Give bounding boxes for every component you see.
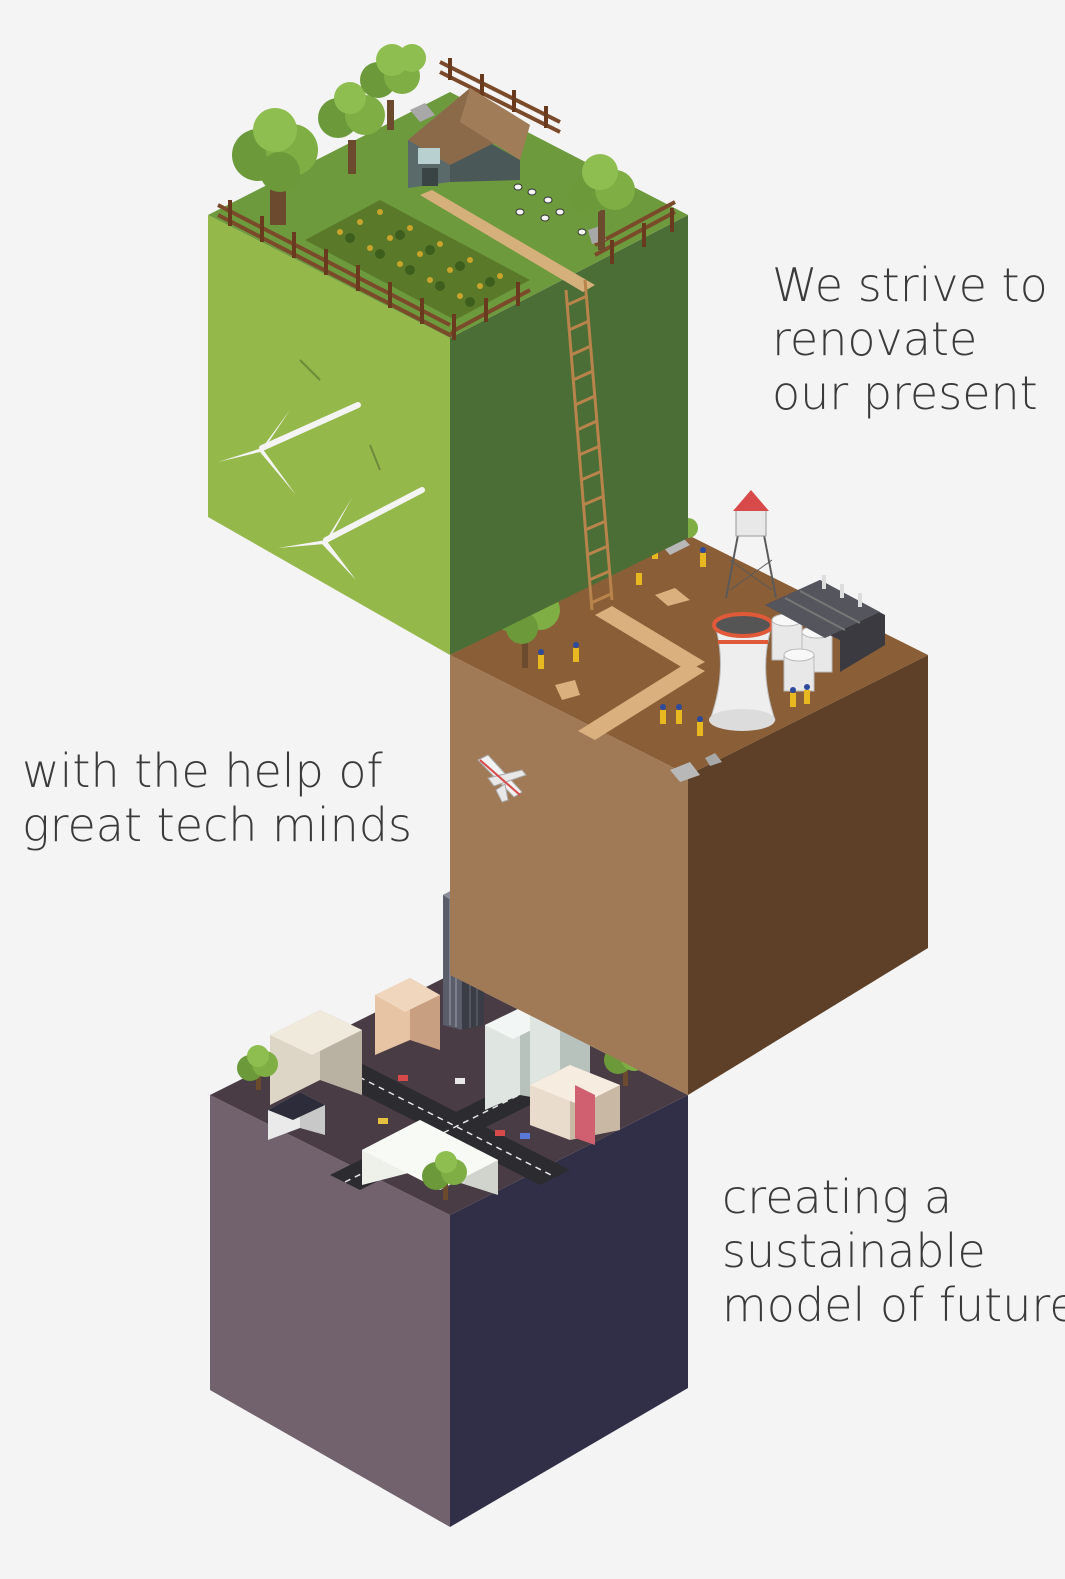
barn-icon (408, 88, 530, 188)
factory-icon (765, 575, 885, 672)
building-icon (268, 1092, 325, 1140)
industry-cube-right-face (688, 655, 928, 1095)
caption-bottom-line-1: creating a (722, 1170, 953, 1224)
caption-middle-line-2: great tech minds (22, 798, 412, 852)
tree-icon (422, 1151, 467, 1200)
tree-icon (318, 82, 385, 174)
sheep-icon (513, 183, 587, 236)
city-cube-left-face (210, 1095, 450, 1527)
city-cube (210, 885, 688, 1527)
farm-cube (208, 44, 688, 655)
caption-top-line-3: our present (772, 366, 1038, 420)
farm-cube-left-face (208, 215, 450, 655)
city-cube-right-face (450, 1095, 688, 1527)
tree-icon (360, 44, 426, 130)
tree-icon (232, 108, 318, 225)
tree-icon (237, 1045, 278, 1090)
water-tower-icon (725, 490, 777, 599)
caption-top-line-1: We strive to (772, 258, 1048, 312)
wind-turbine-icon (218, 359, 361, 495)
caption-bottom: creating a sustainable model of future. (722, 1170, 1065, 1332)
wind-turbine-icon (278, 444, 425, 580)
ladder-icon (564, 279, 614, 611)
industry-cube-left-face (450, 655, 688, 1095)
building-icon (375, 978, 440, 1055)
cooling-tower-icon (709, 612, 776, 731)
building-icon (270, 1010, 362, 1105)
car-icon (378, 1075, 530, 1139)
fence-posts (228, 58, 674, 340)
caption-bottom-line-2: sustainable (722, 1224, 986, 1278)
farm-cube-right-face (450, 215, 688, 655)
caption-top: We strive to renovate our present (772, 258, 1048, 420)
storage-tank-icon (771, 613, 833, 692)
caption-middle: with the help of great tech minds (22, 744, 412, 852)
caption-bottom-line-3: model of future. (722, 1278, 1065, 1332)
caption-top-line-2: renovate (772, 312, 978, 366)
caption-middle-line-1: with the help of (22, 744, 383, 798)
building-icon (530, 1065, 620, 1145)
tree-icon (568, 154, 635, 250)
airplane-icon (477, 754, 527, 803)
crop-field-icon (305, 200, 530, 320)
